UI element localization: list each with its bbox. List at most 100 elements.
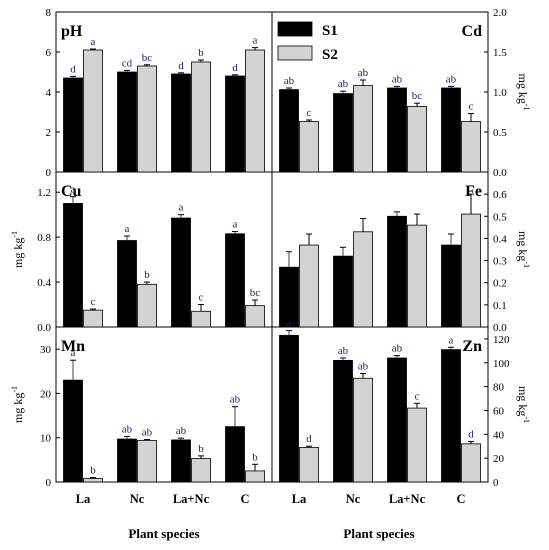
- mn-bar-s2-C: [245, 470, 265, 483]
- mn-bar-s1-Nc: [117, 438, 137, 483]
- cu-bar-s1-La+Nc: [171, 217, 191, 328]
- cd-ylabel: mg kg-1: [516, 73, 531, 110]
- zn-ytick-label: 20: [493, 453, 505, 465]
- cu-ylabel: mg kg-1: [10, 231, 25, 268]
- legend: S1 S2: [277, 21, 338, 63]
- fe-bar-s2-La: [299, 244, 319, 328]
- cu-letter-s2-Nc: b: [144, 269, 150, 281]
- mn-ylabel: mg kg-1: [10, 386, 25, 423]
- zn-letter-s2-La: d: [306, 433, 312, 445]
- cd-letter-s2-La+Nc: bc: [412, 90, 423, 102]
- fe-ytick-label: 0.6: [493, 189, 507, 201]
- cu-letter-s1-La: a: [71, 184, 76, 196]
- xtick-label-La+Nc: La+Nc: [173, 492, 210, 506]
- fe-ytick-label: 0.1: [493, 300, 507, 312]
- ph-ytick-label: 4: [46, 87, 52, 99]
- cu-letter-s2-La: c: [91, 296, 96, 308]
- cu-ytick-label: 1.2: [37, 187, 51, 199]
- zn-bar-s1-La: [279, 334, 299, 483]
- cu-title: Cu: [61, 183, 82, 200]
- mn-ytick-label: 10: [40, 433, 52, 445]
- xtick-label-La+Nc: La+Nc: [389, 492, 426, 506]
- fe-ylabel: mg kg-1: [516, 231, 531, 268]
- cd-ytick-label: 1.5: [493, 47, 507, 59]
- ph-ytick-label: 8: [46, 7, 52, 19]
- mn-letter-s2-La: b: [90, 465, 96, 477]
- ph-bar-s2-C: [245, 49, 265, 173]
- legend-swatch-s2: [277, 45, 313, 61]
- cd-title: Cd: [462, 23, 483, 40]
- mn-letter-s1-Nc: ab: [122, 423, 133, 435]
- cu-ytick-label: 0.8: [37, 232, 51, 244]
- fe-ytick-label: 0.2: [493, 278, 507, 290]
- cd-bar-s1-Nc: [333, 93, 353, 173]
- mn-bar-s1-C: [225, 426, 245, 483]
- zn-letter-s2-C: d: [468, 428, 474, 440]
- mn-letter-s2-C: b: [252, 451, 258, 463]
- cu-bar-s1-C: [225, 233, 245, 328]
- mn-letter-s2-La+Nc: b: [198, 443, 204, 455]
- panel-fe: 0.0 0.1 0.2 0.3 0.4 0.5 0.6 mg kg-1 Fe: [279, 183, 531, 334]
- mn-bar-s2-La: [83, 478, 103, 483]
- mn-bar-s2-Nc: [137, 439, 157, 483]
- zn-letter-s2-Nc: ab: [358, 361, 369, 373]
- fe-bar-s2-Nc: [353, 231, 373, 328]
- ph-letter-s2-C: a: [253, 35, 258, 47]
- zn-ytick-label: 0: [493, 477, 499, 489]
- cd-bar-s2-La: [299, 121, 319, 173]
- ph-letter-s1-C: d: [232, 62, 238, 74]
- fe-ytick-label: 0.0: [493, 322, 507, 334]
- mn-letter-s1-La: a: [71, 347, 76, 359]
- cu-bar-s2-La+Nc: [191, 310, 211, 328]
- ph-bar-s2-La+Nc: [191, 61, 211, 173]
- ph-letter-s1-La+Nc: d: [178, 60, 184, 72]
- xtick-label-C: C: [456, 492, 465, 506]
- ph-letter-s1-La: d: [70, 63, 76, 75]
- fe-bar-s2-La+Nc: [407, 224, 427, 328]
- ph-letter-s2-La+Nc: b: [198, 47, 204, 59]
- zn-bar-s1-La+Nc: [387, 357, 407, 483]
- ph-ytick-label: 6: [46, 47, 52, 59]
- cu-letter-s1-La+Nc: a: [179, 202, 184, 214]
- xtick-label-C: C: [240, 492, 249, 506]
- cd-bar-s1-La: [279, 89, 299, 173]
- ph-letter-s1-Nc: cd: [122, 57, 133, 69]
- zn-bar-s2-La+Nc: [407, 407, 427, 483]
- ph-ytick-label: 0: [46, 167, 52, 179]
- zn-ytick-label: 100: [493, 358, 510, 370]
- cu-bar-s1-Nc: [117, 240, 137, 328]
- mn-bar-s1-La+Nc: [171, 439, 191, 483]
- zn-letter-s2-La+Nc: c: [415, 390, 420, 402]
- ph-title: pH: [61, 23, 83, 40]
- zn-bar-s2-La: [299, 447, 319, 483]
- legend-label-s1: S1: [322, 23, 338, 39]
- cd-letter-s2-C: c: [469, 101, 474, 113]
- zn-bar-s2-C: [461, 443, 481, 483]
- legend-swatch-s1: [277, 21, 313, 37]
- cu-bar-s2-C: [245, 305, 265, 328]
- zn-ytick-label: 80: [493, 382, 505, 394]
- cu-ytick-label: 0.0: [37, 322, 51, 334]
- xtick-label-Nc: Nc: [346, 492, 361, 506]
- zn-bar-s1-C: [441, 349, 461, 483]
- fe-bar-s1-C: [441, 244, 461, 328]
- mn-ytick-label: 20: [40, 388, 52, 400]
- xtick-label-La: La: [292, 492, 307, 506]
- zn-bar-s1-Nc: [333, 359, 353, 483]
- cd-bar-s2-C: [461, 121, 481, 173]
- ph-letter-s2-Nc: bc: [142, 52, 153, 64]
- cd-letter-s1-La: ab: [284, 75, 295, 87]
- zn-ytick-label: 120: [493, 334, 510, 346]
- zn-ytick-label: 40: [493, 429, 505, 441]
- mn-bar-s2-La+Nc: [191, 458, 211, 483]
- xtick-label-La: La: [76, 492, 91, 506]
- fe-ytick-label: 0.3: [493, 256, 507, 268]
- cd-letter-s1-Nc: ab: [338, 78, 349, 90]
- cd-letter-s2-Nc: ab: [358, 67, 369, 79]
- mn-ytick-label: 30: [40, 344, 52, 356]
- cd-bar-s1-La+Nc: [387, 87, 407, 173]
